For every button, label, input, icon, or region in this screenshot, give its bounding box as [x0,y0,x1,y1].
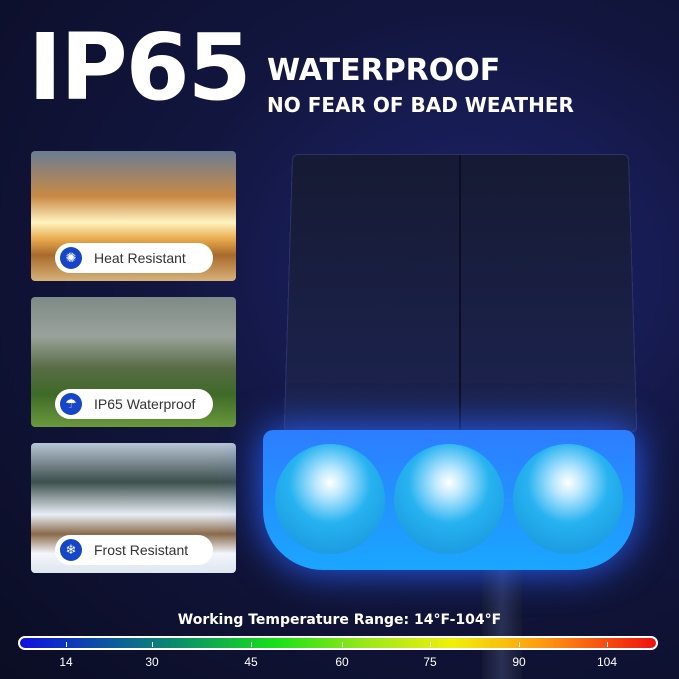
frost-card: ❄ Frost Resistant [31,443,236,573]
feature-label: Frost Resistant [94,542,188,558]
led-bulb [275,444,385,554]
feature-pill: ❄ Frost Resistant [55,535,213,565]
feature-label: IP65 Waterproof [94,396,195,412]
tick-label: 75 [423,655,436,669]
tick-mark [607,642,608,647]
ip65-heading: IP65 [28,22,250,114]
tick-label: 104 [597,655,617,669]
tick-label: 14 [59,655,72,669]
umbrella-icon: ☂ [60,393,82,415]
feature-pill: ✺ Heat Resistant [55,243,213,273]
temperature-gradient-bar [18,636,658,650]
tick-mark [66,642,67,647]
waterproof-card: ☂ IP65 Waterproof [31,297,236,427]
subheading: NO FEAR OF BAD WEATHER [267,95,574,115]
tick-label: 30 [145,655,158,669]
tick-mark [342,642,343,647]
waterproof-heading: WATERPROOF [267,56,500,86]
tick-mark [152,642,153,647]
solar-panel [284,154,638,433]
led-bulb [394,444,504,554]
feature-label: Heat Resistant [94,250,186,266]
tick-label: 60 [335,655,348,669]
led-lamp-head [263,430,635,570]
tick-mark [430,642,431,647]
feature-pill: ☂ IP65 Waterproof [55,389,213,419]
tick-label: 90 [512,655,525,669]
tick-label: 45 [244,655,257,669]
heat-card: ✺ Heat Resistant [31,151,236,281]
temperature-title: Working Temperature Range: 14°F-104°F [0,612,679,628]
led-bulb [513,444,623,554]
tick-mark [251,642,252,647]
tick-mark [519,642,520,647]
sun-icon: ✺ [60,247,82,269]
snowflake-icon: ❄ [60,539,82,561]
